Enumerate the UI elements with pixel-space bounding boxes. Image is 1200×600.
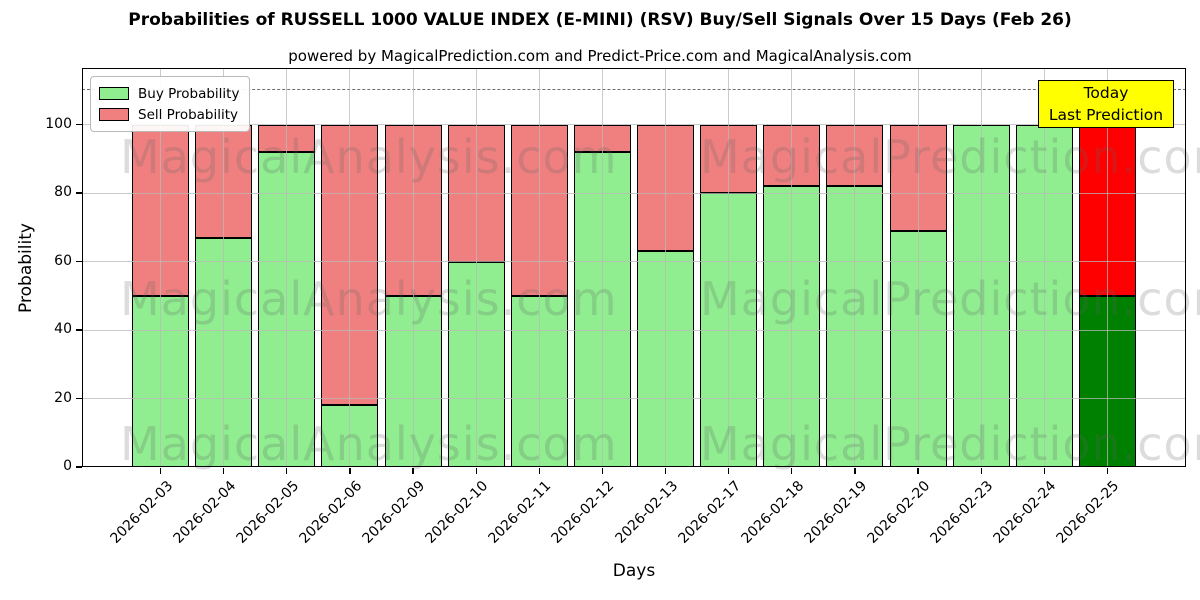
watermark-text: MagicalPrediction.com: [700, 272, 1200, 326]
x-tick-mark: [475, 468, 477, 474]
h-gridline: [82, 329, 1186, 331]
watermark-text: MagicalPrediction.com: [700, 417, 1200, 471]
watermark-text: MagicalAnalysis.com: [120, 130, 618, 184]
x-tick-mark: [1106, 468, 1109, 474]
today-annotation-line1: Today: [1083, 84, 1129, 102]
watermark-text: MagicalPrediction.com: [700, 130, 1200, 184]
x-tick-label: 2026-02-19: [801, 478, 871, 547]
x-tick-mark: [1043, 468, 1045, 474]
y-tick-label: 80: [54, 184, 72, 200]
legend-entry-sell: Sell Probability: [99, 104, 239, 125]
v-gridline: [980, 68, 982, 467]
x-tick-label: 2026-02-06: [296, 478, 366, 547]
y-tick-mark: [76, 466, 82, 468]
chart-title: Probabilities of RUSSELL 1000 VALUE INDE…: [128, 10, 1072, 30]
y-tick-label: 40: [54, 321, 72, 337]
today-annotation-line2: Last Prediction: [1048, 106, 1164, 124]
chart-subtitle: powered by MagicalPrediction.com and Pre…: [288, 47, 912, 65]
x-tick-mark: [349, 468, 351, 474]
v-gridline: [538, 68, 540, 467]
y-tick-label: 20: [54, 389, 72, 406]
watermark-text: MagicalAnalysis.com: [120, 272, 618, 326]
x-tick-mark: [286, 468, 288, 474]
legend: Buy Probability Sell Probability: [90, 76, 251, 132]
y-tick-mark: [76, 260, 82, 263]
h-gridline: [82, 192, 1186, 194]
legend-label-buy: Buy Probability: [138, 85, 240, 102]
v-gridline: [475, 68, 477, 467]
v-gridline: [1106, 68, 1108, 467]
x-tick-label: 2026-02-11: [485, 478, 555, 547]
x-tick-label: 2026-02-25: [1053, 478, 1123, 547]
x-tick-mark: [412, 468, 414, 474]
legend-label-sell: Sell Probability: [138, 106, 239, 123]
v-gridline: [412, 68, 414, 467]
x-tick-label: 2026-02-20: [864, 478, 934, 547]
v-gridline: [917, 68, 919, 467]
y-tick-mark: [76, 123, 82, 126]
v-gridline: [728, 68, 730, 467]
x-tick-label: 2026-02-10: [422, 478, 492, 547]
x-tick-label: 2026-02-09: [359, 478, 429, 547]
x-tick-mark: [791, 468, 793, 474]
x-tick-label: 2026-02-23: [927, 478, 997, 547]
x-tick-mark: [538, 468, 540, 474]
x-tick-label: 2026-02-17: [675, 478, 745, 547]
v-gridline: [601, 68, 603, 467]
v-gridline: [1043, 68, 1045, 467]
y-tick-mark: [76, 397, 82, 400]
x-tick-mark: [917, 468, 919, 474]
x-tick-mark: [159, 468, 162, 474]
y-tick-label: 0: [63, 458, 72, 474]
x-axis-label: Days: [612, 561, 656, 581]
h-gridline: [82, 261, 1186, 262]
x-tick-label: 2026-02-12: [548, 478, 618, 547]
y-tick-mark: [76, 192, 82, 194]
x-tick-mark: [854, 468, 856, 474]
x-tick-label: 2026-02-04: [170, 478, 240, 547]
v-gridline: [286, 68, 288, 467]
y-tick-label: 100: [45, 115, 72, 132]
h-gridline: [82, 124, 1186, 125]
x-tick-label: 2026-02-24: [990, 478, 1060, 547]
x-tick-label: 2026-02-05: [233, 478, 303, 547]
x-tick-label: 2026-02-13: [612, 478, 681, 547]
buy-swatch-icon: [99, 87, 129, 100]
today-annotation: Today Last Prediction: [1038, 80, 1174, 128]
x-tick-mark: [601, 468, 604, 474]
v-gridline: [791, 68, 793, 467]
h-gridline: [82, 398, 1186, 399]
y-tick-mark: [76, 329, 82, 331]
x-tick-label: 2026-02-18: [738, 478, 808, 547]
v-gridline: [160, 68, 162, 467]
v-gridline: [349, 68, 351, 467]
x-tick-mark: [664, 468, 667, 474]
v-gridline: [854, 68, 856, 467]
watermark-text: MagicalAnalysis.com: [120, 417, 618, 471]
x-tick-mark: [980, 468, 982, 474]
legend-entry-buy: Buy Probability: [99, 83, 239, 104]
v-gridline: [223, 68, 225, 467]
x-tick-mark: [223, 468, 225, 474]
v-gridline: [665, 68, 667, 467]
x-tick-mark: [728, 468, 730, 474]
y-tick-label: 60: [54, 252, 72, 269]
sell-swatch-icon: [99, 108, 129, 121]
x-tick-label: 2026-02-03: [107, 478, 176, 547]
threshold-dashed-line: [82, 89, 1186, 91]
